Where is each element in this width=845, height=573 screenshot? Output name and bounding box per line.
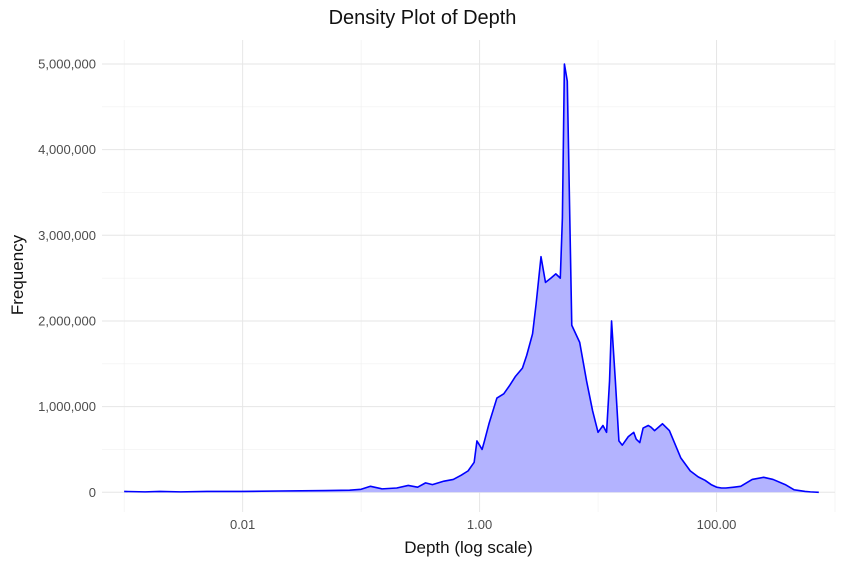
y-tick-label: 4,000,000 <box>38 142 96 157</box>
chart-title: Density Plot of Depth <box>328 7 517 29</box>
y-tick-label: 0 <box>89 485 96 500</box>
y-tick-label: 2,000,000 <box>38 313 96 328</box>
y-tick-label: 1,000,000 <box>38 399 96 414</box>
x-tick-label: 100.00 <box>697 517 737 532</box>
y-tick-label: 5,000,000 <box>38 56 96 71</box>
x-axis-label: Depth (log scale) <box>404 538 533 557</box>
x-tick-label: 0.01 <box>230 517 255 532</box>
y-tick-label: 3,000,000 <box>38 228 96 243</box>
x-tick-label: 1.00 <box>467 517 492 532</box>
y-axis-label: Frequency <box>8 234 27 316</box>
density-line <box>124 63 819 494</box>
